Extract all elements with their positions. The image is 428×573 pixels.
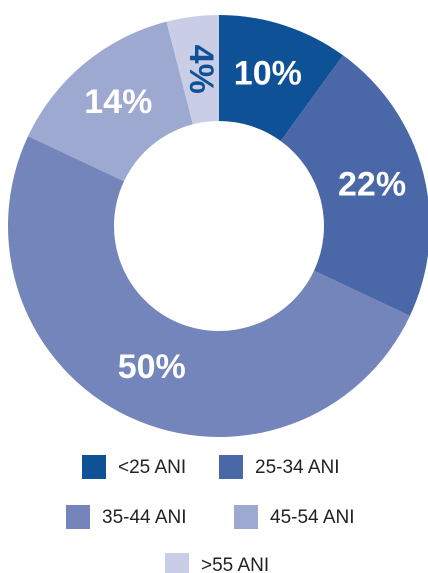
legend-swatch <box>219 455 243 479</box>
legend-label: 45-54 ANI <box>270 507 355 528</box>
legend-swatch <box>66 505 90 529</box>
legend-label: 35-44 ANI <box>102 507 187 528</box>
legend-swatch <box>234 505 258 529</box>
legend-label: <25 ANI <box>118 457 186 478</box>
value-label: 50% <box>118 348 186 386</box>
slice <box>166 15 219 125</box>
legend-swatch <box>82 455 106 479</box>
slice <box>28 21 193 182</box>
legend-swatch <box>165 553 189 573</box>
slice <box>8 136 410 438</box>
value-label: 22% <box>338 166 406 204</box>
value-label: 10% <box>234 55 302 93</box>
slice <box>219 15 344 142</box>
legend-label: >55 ANI <box>201 555 269 573</box>
legend-label: 25-34 ANI <box>255 457 340 478</box>
value-label: 4% <box>182 45 220 94</box>
slice <box>280 55 428 316</box>
value-label: 14% <box>84 83 152 121</box>
